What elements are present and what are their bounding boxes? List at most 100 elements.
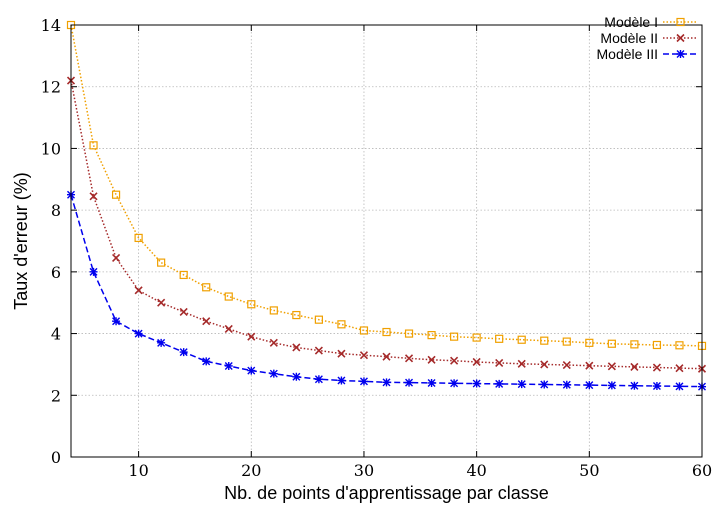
series-1-point [89, 141, 98, 150]
series-2-point [495, 358, 504, 367]
series-3-point [247, 366, 256, 375]
series-1-point [337, 320, 346, 329]
grid [71, 25, 703, 457]
series-2-line [70, 80, 703, 370]
series-1-point [134, 233, 143, 243]
series-group [66, 20, 707, 391]
series-3-point [405, 378, 414, 387]
series-1-point [224, 292, 233, 301]
series-1-point [675, 341, 684, 350]
series-3-point [472, 379, 481, 388]
series-1-point [630, 340, 639, 349]
series-3-point [630, 381, 639, 390]
series-3-point [562, 380, 571, 389]
series-1-point [269, 306, 278, 315]
series-2-point [472, 357, 481, 367]
series-2-point [314, 346, 323, 355]
series-2-point [269, 338, 278, 347]
series-3-point [314, 375, 323, 384]
x-tick-label: 30 [354, 461, 374, 480]
series-3-point [495, 379, 504, 388]
series-2-point [540, 360, 549, 369]
series-3-point [517, 380, 526, 389]
x-tick-label: 20 [241, 461, 261, 480]
y-tick-label: 4 [51, 325, 61, 344]
series-3-point [585, 381, 594, 390]
x-tick-label: 60 [692, 461, 712, 480]
y-tick-label: 8 [51, 201, 61, 220]
series-3-point [269, 369, 278, 378]
legend-marker [676, 50, 685, 58]
series-2-point [607, 362, 616, 371]
series-2-point [359, 351, 369, 360]
series-2-point [517, 359, 526, 368]
y-tick-label: 2 [51, 386, 61, 405]
y-tick-label: 12 [41, 78, 61, 97]
series-3-point [540, 380, 549, 389]
series-2-point [179, 307, 188, 317]
x-tick-label: 50 [579, 461, 599, 480]
series-1-point [157, 258, 166, 267]
series-2-point [404, 354, 414, 363]
x-tick-label: 40 [466, 461, 486, 480]
series-3-point [450, 379, 459, 388]
series-1-point [495, 334, 504, 343]
series-1-point [540, 336, 549, 345]
legend-label: Modèle II [600, 30, 658, 46]
series-1-point [292, 310, 301, 320]
series-2-point [247, 332, 256, 341]
series-2-point [675, 364, 684, 373]
series-3-point [179, 348, 188, 357]
series-1-point [202, 283, 211, 292]
series-2-point [337, 349, 346, 358]
series-3-point [112, 317, 121, 326]
series-1-point [247, 300, 256, 309]
series-2-point [157, 298, 166, 307]
y-tick-label: 0 [51, 448, 61, 467]
series-1-point [607, 339, 616, 348]
series-3-point [292, 372, 301, 381]
series-3-point [224, 361, 233, 370]
legend-label: Modèle I [604, 14, 658, 30]
series-3-point [157, 338, 166, 347]
y-axis-label: Taux d'erreur (%) [11, 172, 31, 309]
series-2-point [89, 192, 98, 201]
series-3-point [337, 376, 346, 385]
series-1-point [382, 327, 391, 337]
series-3-point [134, 329, 143, 338]
series-3-point [675, 382, 684, 391]
tick-group: 10 20 30 40 50 60 0 2 4 6 8 10 12 14 [41, 16, 713, 480]
series-1-point [585, 338, 594, 347]
series-3 [67, 190, 706, 391]
series-2-point [112, 253, 121, 263]
series-2-point [292, 343, 301, 352]
y-tick-label: 10 [41, 139, 61, 158]
series-1-point [179, 270, 188, 280]
series-2-point [382, 352, 391, 361]
series-2-point [585, 361, 594, 370]
series-2 [66, 76, 707, 373]
series-2-point [562, 360, 571, 370]
series-1-point [359, 326, 369, 335]
series-2-point [450, 356, 459, 365]
series-3-point [202, 357, 211, 366]
series-3-point [359, 377, 368, 386]
series-3-point [427, 378, 436, 387]
series-1-point [517, 335, 526, 344]
series-1-point [314, 315, 323, 324]
plot-frame [70, 24, 703, 458]
series-1-point [652, 340, 662, 350]
series-2-point [652, 363, 661, 372]
y-tick-label: 6 [51, 263, 61, 282]
series-2-point [427, 355, 436, 364]
series-3-point [89, 267, 98, 276]
y-tick-label: 14 [41, 16, 61, 35]
series-1-line [70, 24, 703, 347]
series-2-point [202, 317, 211, 326]
legend-marker [676, 17, 685, 27]
series-1-point [111, 190, 121, 199]
series-2-point [224, 324, 233, 334]
legend-marker [676, 33, 685, 43]
legend-label: Modèle III [597, 46, 658, 62]
